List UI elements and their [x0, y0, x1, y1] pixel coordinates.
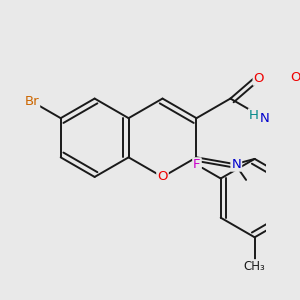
- Text: N: N: [231, 158, 241, 171]
- Text: Br: Br: [25, 95, 39, 108]
- Text: H: H: [249, 109, 259, 122]
- Text: CH₃: CH₃: [244, 260, 266, 273]
- Text: F: F: [193, 158, 201, 171]
- Text: O: O: [157, 170, 168, 183]
- Text: N: N: [260, 112, 269, 125]
- Text: O: O: [254, 72, 264, 85]
- Text: O: O: [290, 71, 300, 84]
